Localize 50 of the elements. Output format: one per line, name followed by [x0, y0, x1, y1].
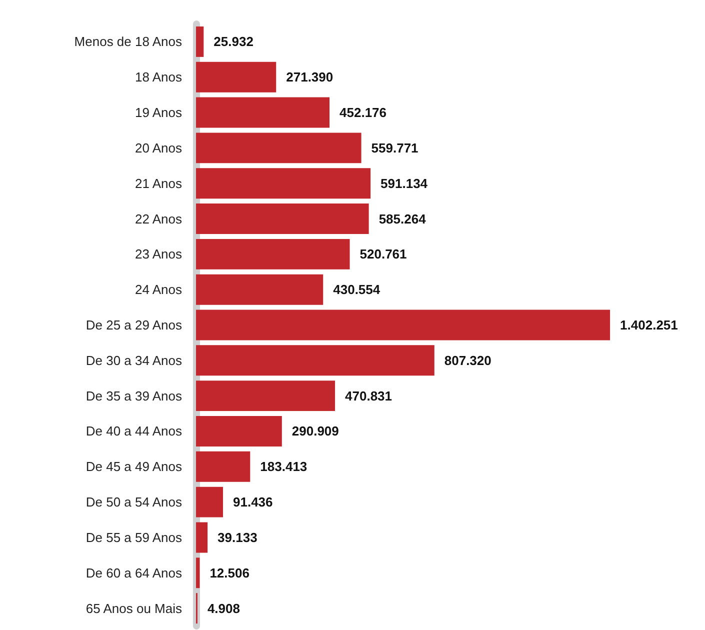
- y-tick-label: 20 Anos: [135, 140, 182, 156]
- bar: [196, 486, 223, 518]
- y-tick-label: De 25 a 29 Anos: [86, 318, 182, 332]
- bar: [196, 310, 610, 340]
- y-tick-label: Menos de 18 Anos: [74, 34, 182, 50]
- y-tick-label: 22 Anos: [135, 211, 182, 226]
- data-label: 452.176: [340, 105, 387, 120]
- data-label: 12.506: [210, 565, 250, 580]
- y-tick-label: 19 Anos: [135, 105, 182, 120]
- data-label: 271.390: [286, 70, 334, 85]
- bar: [196, 522, 208, 553]
- data-label: 183.413: [260, 459, 308, 474]
- bar: [196, 168, 371, 199]
- y-tick-label: 21 Anos: [135, 176, 182, 191]
- data-label: 520.761: [360, 246, 407, 262]
- y-tick-label: De 40 a 44 Anos: [86, 424, 182, 439]
- data-label: 290.909: [292, 424, 339, 439]
- data-label: 430.554: [333, 282, 381, 298]
- data-label: 591.134: [380, 176, 428, 191]
- y-tick-label: De 60 a 64 Anos: [86, 565, 182, 580]
- data-label: 4.908: [207, 600, 240, 616]
- bar: [196, 204, 369, 234]
- y-tick-label: De 55 a 59 Anos: [86, 530, 182, 545]
- bar: [196, 132, 362, 164]
- y-tick-label: De 35 a 39 Anos: [86, 388, 182, 404]
- y-tick-label: De 30 a 34 Anos: [86, 352, 182, 368]
- bar: [196, 238, 350, 270]
- y-tick-label: 65 Anos ou Mais: [86, 600, 182, 616]
- bar: [196, 451, 250, 482]
- data-label: 585.264: [378, 211, 427, 226]
- y-tick-label: De 45 a 49 Anos: [86, 459, 182, 474]
- bar: [196, 416, 282, 446]
- bar: [196, 62, 276, 92]
- data-label: 39.133: [218, 530, 258, 545]
- y-tick-label: 23 Anos: [135, 246, 182, 262]
- y-tick-label: 24 Anos: [135, 282, 182, 298]
- bar: [196, 274, 324, 305]
- bar: [196, 345, 434, 376]
- bar: [196, 26, 204, 57]
- data-label: 807.320: [444, 352, 492, 368]
- data-label: 25.932: [214, 34, 254, 50]
- bar: [196, 97, 330, 128]
- data-label: 559.771: [371, 140, 418, 156]
- bar: [196, 558, 200, 588]
- data-label: 91.436: [233, 494, 273, 510]
- data-label: 1.402.251: [620, 318, 678, 332]
- y-tick-label: 18 Anos: [135, 70, 182, 85]
- y-tick-label: De 50 a 54 Anos: [86, 494, 182, 510]
- bar: [196, 380, 336, 412]
- data-label: 470.831: [345, 388, 392, 404]
